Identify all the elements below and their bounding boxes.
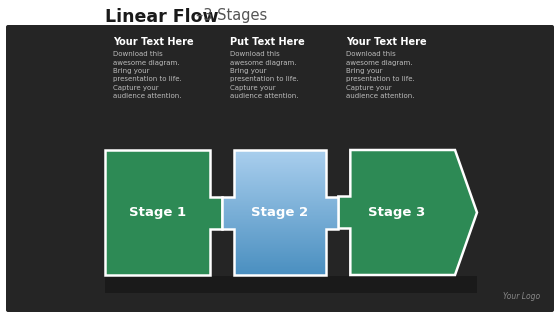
Text: Download this
awesome diagram.
Bring your
presentation to life.
Capture your
aud: Download this awesome diagram. Bring you…: [346, 51, 415, 100]
Text: Download this
awesome diagram.
Bring your
presentation to life.
Capture your
aud: Download this awesome diagram. Bring you…: [230, 51, 298, 100]
Text: –3 Stages: –3 Stages: [196, 8, 267, 23]
Polygon shape: [338, 150, 477, 275]
Text: Put Text Here: Put Text Here: [230, 37, 305, 47]
Text: Stage 3: Stage 3: [368, 206, 425, 219]
Text: Stage 1: Stage 1: [129, 206, 186, 219]
Text: Your Logo: Your Logo: [503, 292, 540, 301]
Text: Your Text Here: Your Text Here: [113, 37, 194, 47]
FancyBboxPatch shape: [6, 25, 554, 312]
Text: Download this
awesome diagram.
Bring your
presentation to life.
Capture your
aud: Download this awesome diagram. Bring you…: [113, 51, 182, 100]
Text: Linear Flow: Linear Flow: [105, 8, 218, 26]
Text: Stage 2: Stage 2: [251, 206, 309, 219]
Bar: [105, 276, 477, 293]
Polygon shape: [222, 150, 338, 275]
Polygon shape: [105, 150, 222, 275]
Text: Your Text Here: Your Text Here: [346, 37, 427, 47]
